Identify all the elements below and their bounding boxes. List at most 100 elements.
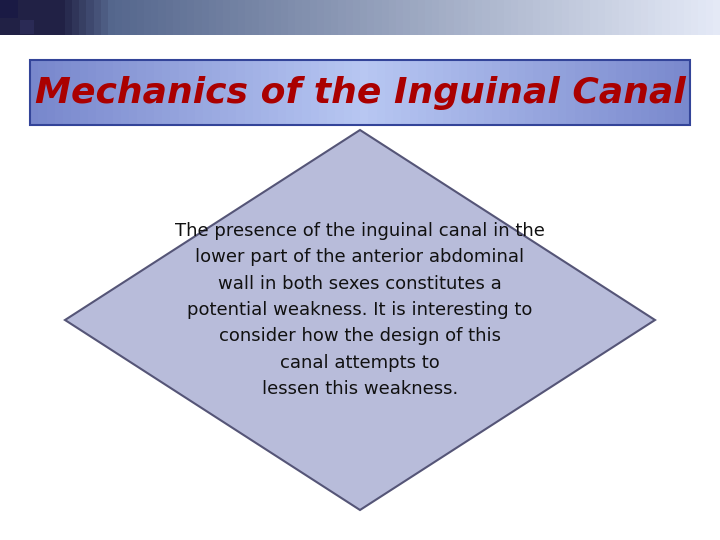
Bar — [626, 0, 634, 35]
Bar — [281, 0, 289, 35]
Bar — [492, 60, 501, 125]
Bar — [582, 60, 592, 125]
Bar — [410, 60, 419, 125]
Bar — [187, 0, 195, 35]
Bar — [410, 0, 418, 35]
Bar — [145, 60, 155, 125]
Bar — [138, 60, 146, 125]
Bar — [641, 60, 649, 125]
Bar — [393, 60, 402, 125]
Bar — [665, 60, 675, 125]
Bar — [384, 60, 394, 125]
Bar — [228, 60, 238, 125]
Bar — [88, 60, 97, 125]
Bar — [72, 0, 80, 35]
Bar — [43, 0, 51, 35]
Bar — [346, 0, 354, 35]
Bar — [277, 60, 287, 125]
Polygon shape — [65, 130, 655, 510]
Bar — [259, 0, 267, 35]
Bar — [454, 0, 462, 35]
Bar — [353, 0, 361, 35]
Bar — [360, 0, 368, 35]
Bar — [497, 0, 505, 35]
Bar — [500, 60, 510, 125]
Text: The presence of the inguinal canal in the
lower part of the anterior abdominal
w: The presence of the inguinal canal in th… — [175, 222, 545, 398]
Bar — [566, 60, 575, 125]
Bar — [266, 0, 274, 35]
Bar — [682, 60, 691, 125]
Bar — [443, 60, 451, 125]
Bar — [547, 0, 555, 35]
Bar — [261, 60, 270, 125]
Bar — [368, 60, 377, 125]
Bar — [220, 60, 229, 125]
Bar — [540, 0, 548, 35]
Bar — [418, 0, 426, 35]
Bar — [129, 60, 138, 125]
Bar — [65, 0, 73, 35]
Bar — [403, 0, 411, 35]
Bar — [137, 0, 145, 35]
Bar — [612, 0, 620, 35]
Bar — [426, 60, 436, 125]
Bar — [115, 0, 123, 35]
Bar — [624, 60, 634, 125]
Bar — [389, 0, 397, 35]
Bar — [684, 0, 692, 35]
Bar — [36, 0, 44, 35]
Bar — [575, 60, 584, 125]
Bar — [236, 60, 246, 125]
Bar — [451, 60, 460, 125]
Bar — [632, 60, 642, 125]
Bar — [186, 60, 196, 125]
Bar — [517, 60, 526, 125]
Bar — [418, 60, 427, 125]
Bar — [374, 0, 382, 35]
Bar — [558, 60, 567, 125]
Bar — [173, 0, 181, 35]
Bar — [286, 60, 295, 125]
Bar — [317, 0, 325, 35]
Bar — [170, 60, 179, 125]
Bar — [194, 0, 202, 35]
Bar — [541, 60, 551, 125]
Bar — [673, 60, 683, 125]
Bar — [223, 0, 231, 35]
Bar — [79, 60, 89, 125]
Bar — [461, 0, 469, 35]
Bar — [327, 60, 336, 125]
Bar — [302, 0, 310, 35]
Bar — [713, 0, 720, 35]
Bar — [649, 60, 658, 125]
Bar — [482, 0, 490, 35]
Bar — [121, 60, 130, 125]
Bar — [331, 0, 339, 35]
Bar — [212, 60, 221, 125]
Bar — [608, 60, 617, 125]
Bar — [203, 60, 212, 125]
Bar — [158, 0, 166, 35]
Bar — [360, 60, 369, 125]
Bar — [238, 0, 246, 35]
Bar — [252, 0, 260, 35]
Bar — [439, 0, 447, 35]
Bar — [130, 0, 138, 35]
Bar — [475, 0, 483, 35]
Bar — [396, 0, 404, 35]
Bar — [209, 0, 217, 35]
Bar — [641, 0, 649, 35]
Bar — [367, 0, 375, 35]
Bar — [112, 60, 122, 125]
Bar — [518, 0, 526, 35]
Bar — [691, 0, 699, 35]
Bar — [475, 60, 485, 125]
Bar — [616, 60, 625, 125]
Bar — [562, 0, 570, 35]
Bar — [63, 60, 72, 125]
Bar — [569, 0, 577, 35]
Bar — [154, 60, 163, 125]
Bar — [94, 0, 102, 35]
Bar — [677, 0, 685, 35]
Bar — [245, 0, 253, 35]
